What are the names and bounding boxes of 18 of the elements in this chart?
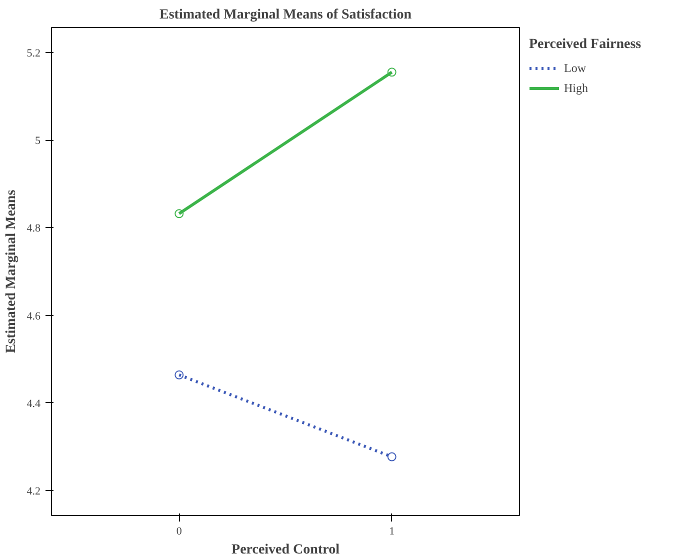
- y-tick-label: 4.8: [26, 222, 41, 235]
- point: [174, 370, 184, 380]
- legend-label: High: [564, 80, 588, 96]
- x-axis-title: Perceived Control: [232, 542, 340, 558]
- y-tick-label: 4.4: [26, 398, 41, 410]
- y-tick-label: 5.2: [26, 47, 40, 60]
- legend-title: Perceived Fairness: [529, 37, 642, 53]
- chart-title: Estimated Marginal Means of Satisfaction: [160, 8, 412, 22]
- x-tick-label: 0: [176, 526, 182, 538]
- point: [174, 209, 184, 218]
- legend-label: Low: [564, 60, 586, 76]
- point: [387, 68, 396, 77]
- y-tick-label: 5: [35, 135, 41, 148]
- y-tick-label: 4.6: [26, 310, 41, 322]
- point: [387, 452, 396, 462]
- y-tick-label: 4.2: [26, 486, 40, 498]
- y-axis-title: Estimated Marginal Means: [4, 189, 19, 354]
- x-tick-label: 1: [389, 526, 395, 538]
